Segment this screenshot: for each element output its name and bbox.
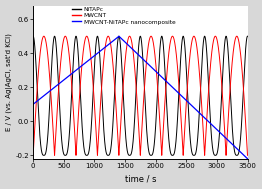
Y-axis label: E / V (vs. Ag|AgCl, sat'd KCl): E / V (vs. Ag|AgCl, sat'd KCl) bbox=[6, 33, 13, 131]
X-axis label: time / s: time / s bbox=[124, 174, 156, 184]
Legend: NiTAPc, MWCNT, MWCNT-NiTAPc nanocomposite: NiTAPc, MWCNT, MWCNT-NiTAPc nanocomposit… bbox=[73, 7, 175, 25]
